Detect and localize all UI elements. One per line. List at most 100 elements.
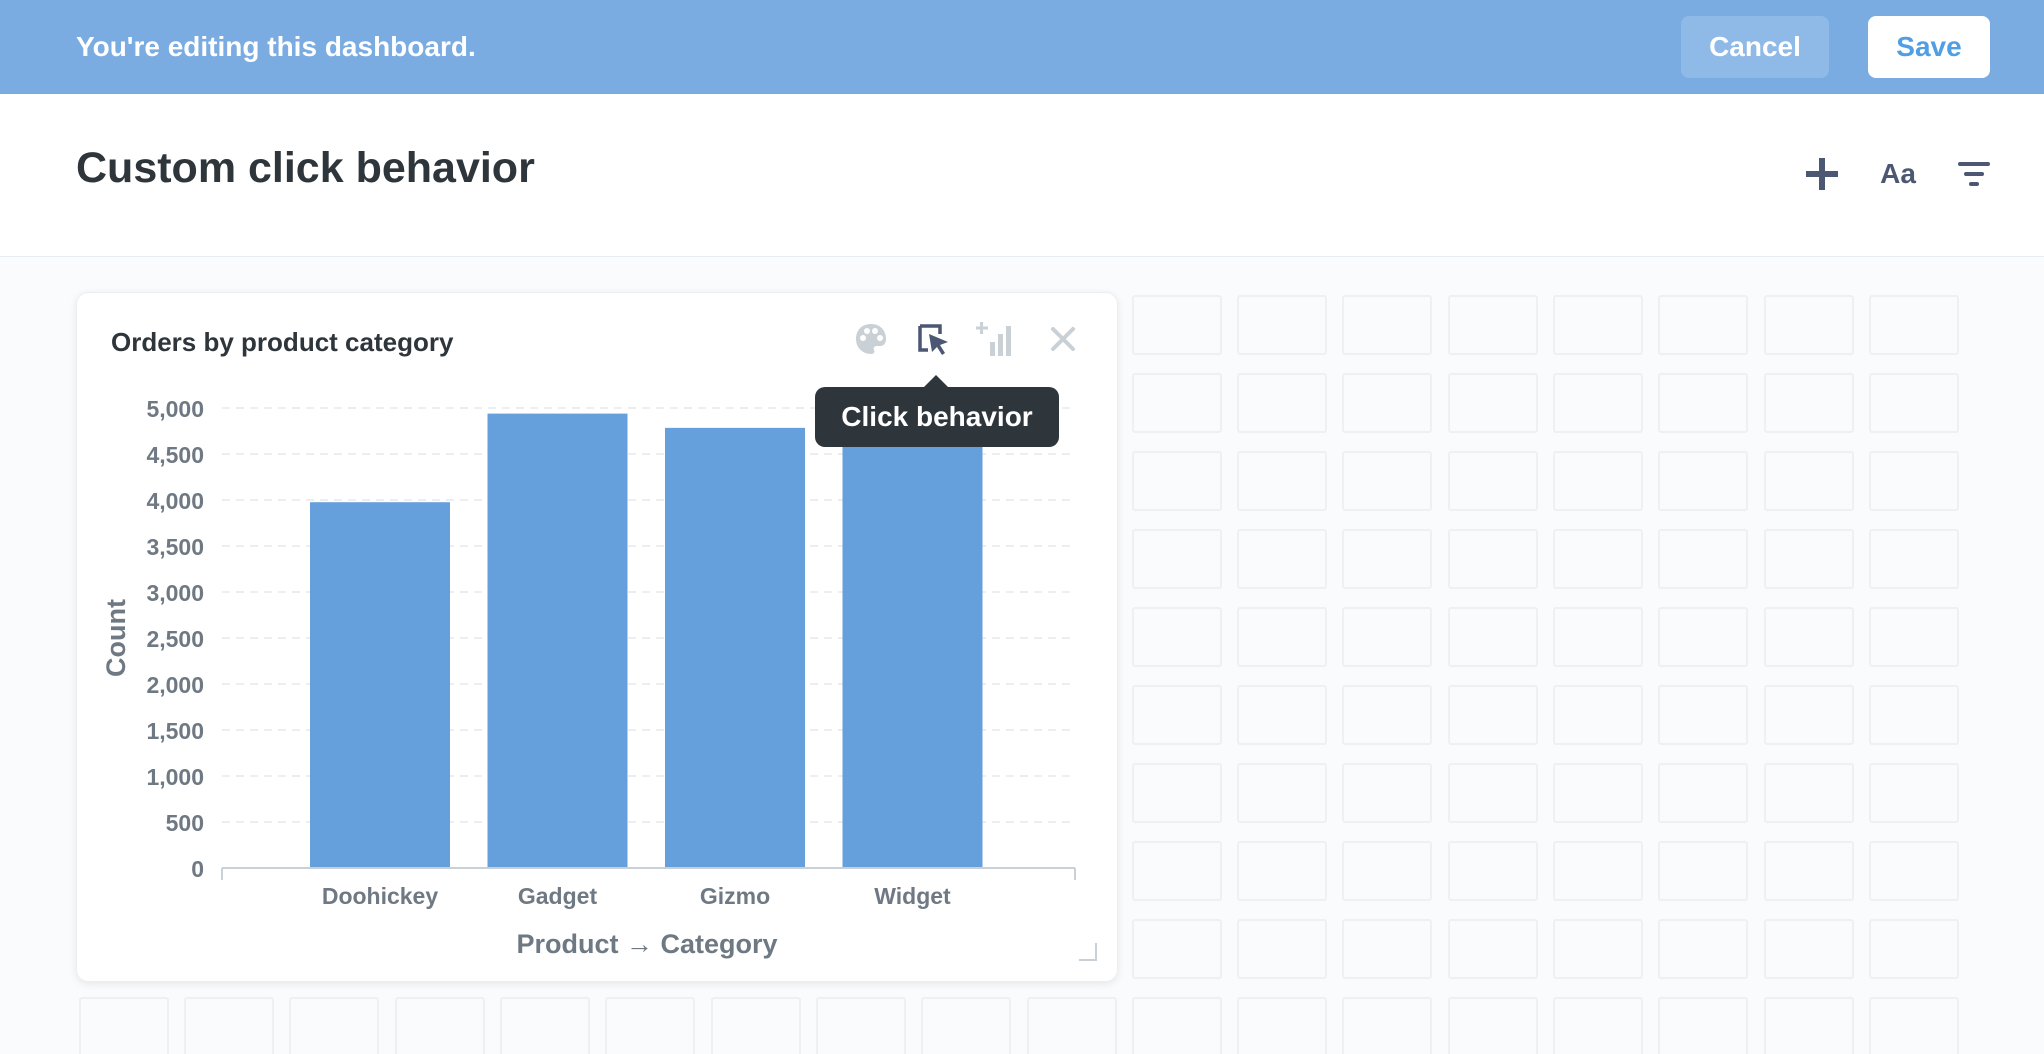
grid-placeholder-cell: [184, 997, 274, 1054]
grid-placeholder-cell: [1342, 919, 1432, 979]
grid-placeholder-cell: [1342, 295, 1432, 355]
grid-placeholder-cell: [1764, 373, 1854, 433]
bar[interactable]: [310, 502, 450, 868]
grid-placeholder-cell: [1237, 763, 1327, 823]
grid-placeholder-cell: [1764, 295, 1854, 355]
grid-placeholder-cell: [1448, 841, 1538, 901]
grid-placeholder-cell: [1658, 841, 1748, 901]
y-tick-label: 4,500: [146, 442, 204, 468]
grid-placeholder-cell: [1553, 529, 1643, 589]
y-tick-label: 1,000: [146, 764, 204, 790]
edit-mode-message: You're editing this dashboard.: [76, 31, 476, 62]
bar-chart: 0 500 1,000 1,500 2,000 2,500 3,000 3,500 4,000 4…: [101, 396, 1076, 959]
palette-icon[interactable]: [851, 319, 891, 359]
grid-placeholder-cell: [605, 997, 695, 1054]
grid-placeholder-cell: [1448, 685, 1538, 745]
y-tick-label: 3,000: [146, 580, 204, 606]
save-button[interactable]: Save: [1868, 16, 1990, 78]
grid-placeholder-cell: [1132, 373, 1222, 433]
grid-placeholder-cell: [1869, 997, 1959, 1054]
grid-placeholder-cell: [1869, 841, 1959, 901]
dashboard-card[interactable]: 0 500 1,000 1,500 2,000 2,500 3,000 3,500 4,000 4…: [76, 292, 1118, 982]
grid-placeholder-cell: [1237, 529, 1327, 589]
grid-placeholder-cell: [1027, 997, 1117, 1054]
grid-placeholder-cell: [1132, 295, 1222, 355]
grid-placeholder-cell: [1658, 763, 1748, 823]
grid-placeholder-cell: [1448, 607, 1538, 667]
grid-placeholder-cell: [1448, 997, 1538, 1054]
grid-placeholder-cell: [1237, 685, 1327, 745]
grid-placeholder-cell: [1342, 451, 1432, 511]
grid-placeholder-cell: [1237, 997, 1327, 1054]
grid-placeholder-cell: [1448, 451, 1538, 511]
grid-placeholder-cell: [1553, 919, 1643, 979]
x-tick-label: Widget: [874, 883, 951, 909]
y-tick-label: 500: [166, 810, 204, 836]
grid-placeholder-cell: [500, 997, 590, 1054]
x-axis-label: Product → Category: [516, 929, 777, 959]
grid-placeholder-cell: [1132, 607, 1222, 667]
close-icon[interactable]: [1043, 319, 1083, 359]
grid-placeholder-cell: [1448, 529, 1538, 589]
grid-placeholder-cell: [1342, 685, 1432, 745]
grid-placeholder-cell: [1237, 373, 1327, 433]
click-behavior-icon[interactable]: [913, 319, 953, 359]
grid-placeholder-cell: [1658, 607, 1748, 667]
grid-placeholder-cell: [1448, 763, 1538, 823]
dashboard-header: Custom click behavior Aa: [0, 94, 2044, 257]
grid-placeholder-cell: [1764, 841, 1854, 901]
grid-placeholder-cell: [921, 997, 1011, 1054]
grid-placeholder-cell: [1237, 919, 1327, 979]
grid-placeholder-cell: [1448, 295, 1538, 355]
grid-placeholder-cell: [1342, 373, 1432, 433]
x-tick-label: Gizmo: [700, 883, 770, 909]
add-series-icon[interactable]: [975, 319, 1015, 359]
grid-placeholder-cell: [816, 997, 906, 1054]
grid-placeholder-cell: [1553, 685, 1643, 745]
bar[interactable]: [665, 427, 805, 868]
edit-mode-banner: You're editing this dashboard. Cancel Sa…: [0, 0, 2044, 94]
grid-placeholder-cell: [1553, 841, 1643, 901]
y-tick-label: 1,500: [146, 718, 204, 744]
grid-placeholder-cell: [1658, 997, 1748, 1054]
click-behavior-tooltip: Click behavior: [815, 375, 1059, 447]
text-card-icon[interactable]: Aa: [1880, 158, 1916, 189]
x-tick-label: Doohickey: [322, 883, 439, 909]
grid-placeholder-cell: [395, 997, 485, 1054]
grid-placeholder-cell: [1869, 529, 1959, 589]
grid-placeholder-cell: [1658, 373, 1748, 433]
grid-placeholder-cell: [1132, 685, 1222, 745]
grid-placeholder-cell: [1132, 997, 1222, 1054]
cancel-button[interactable]: Cancel: [1681, 16, 1829, 78]
grid-placeholder-cell: [1448, 919, 1538, 979]
grid-placeholder-cell: [1764, 997, 1854, 1054]
grid-placeholder-cell: [1658, 529, 1748, 589]
resize-handle[interactable]: [1079, 943, 1097, 961]
plus-icon[interactable]: [1798, 150, 1846, 198]
grid-placeholder-cell: [1764, 451, 1854, 511]
y-tick-label: 2,000: [146, 672, 204, 698]
grid-placeholder-cell: [79, 997, 169, 1054]
grid-placeholder-cell: [1132, 451, 1222, 511]
grid-placeholder-cell: [1237, 607, 1327, 667]
grid-placeholder-cell: [1342, 529, 1432, 589]
grid-placeholder-cell: [1869, 763, 1959, 823]
dashboard-title[interactable]: Custom click behavior: [76, 144, 535, 192]
grid-placeholder-cell: [1869, 451, 1959, 511]
grid-placeholder-cell: [1764, 919, 1854, 979]
y-axis-label: Count: [101, 599, 131, 677]
grid-placeholder-cell: [1869, 607, 1959, 667]
grid-placeholder-cell: [289, 997, 379, 1054]
bar[interactable]: [842, 408, 983, 868]
grid-placeholder-cell: [1764, 685, 1854, 745]
grid-placeholder-cell: [1553, 295, 1643, 355]
grid-placeholder-cell: [1553, 607, 1643, 667]
bar[interactable]: [487, 413, 628, 868]
y-tick-label: 2,500: [146, 626, 204, 652]
y-tick-label: 3,500: [146, 534, 204, 560]
card-title: Orders by product category: [111, 327, 454, 357]
filter-icon[interactable]: [1950, 150, 1998, 198]
grid-placeholder-cell: [711, 997, 801, 1054]
grid-placeholder-cell: [1869, 685, 1959, 745]
grid-placeholder-cell: [1764, 763, 1854, 823]
